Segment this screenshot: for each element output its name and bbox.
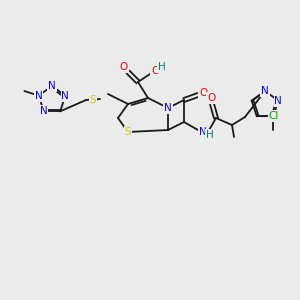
Text: N: N <box>274 96 282 106</box>
Text: N: N <box>261 86 269 96</box>
Text: O: O <box>207 93 215 103</box>
Text: O: O <box>120 62 128 72</box>
Text: N: N <box>40 106 48 116</box>
Text: Cl: Cl <box>268 111 279 121</box>
Text: O: O <box>199 88 207 98</box>
Text: N: N <box>199 127 207 137</box>
Text: H: H <box>158 62 166 72</box>
Text: S: S <box>90 95 96 105</box>
Text: S: S <box>125 127 131 137</box>
Text: N: N <box>61 91 69 101</box>
Text: N: N <box>164 103 172 113</box>
Text: H: H <box>206 130 214 140</box>
Text: N: N <box>48 81 56 91</box>
Text: O: O <box>151 66 159 76</box>
Text: N: N <box>35 91 43 101</box>
